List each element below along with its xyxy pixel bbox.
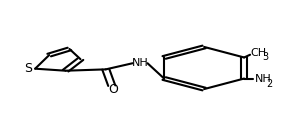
Text: S: S [24,62,32,75]
Text: NH: NH [132,58,148,68]
Text: NH: NH [254,74,271,84]
Text: 3: 3 [262,52,268,62]
Text: CH: CH [251,48,267,58]
Text: O: O [108,83,118,96]
Text: 2: 2 [266,79,272,89]
